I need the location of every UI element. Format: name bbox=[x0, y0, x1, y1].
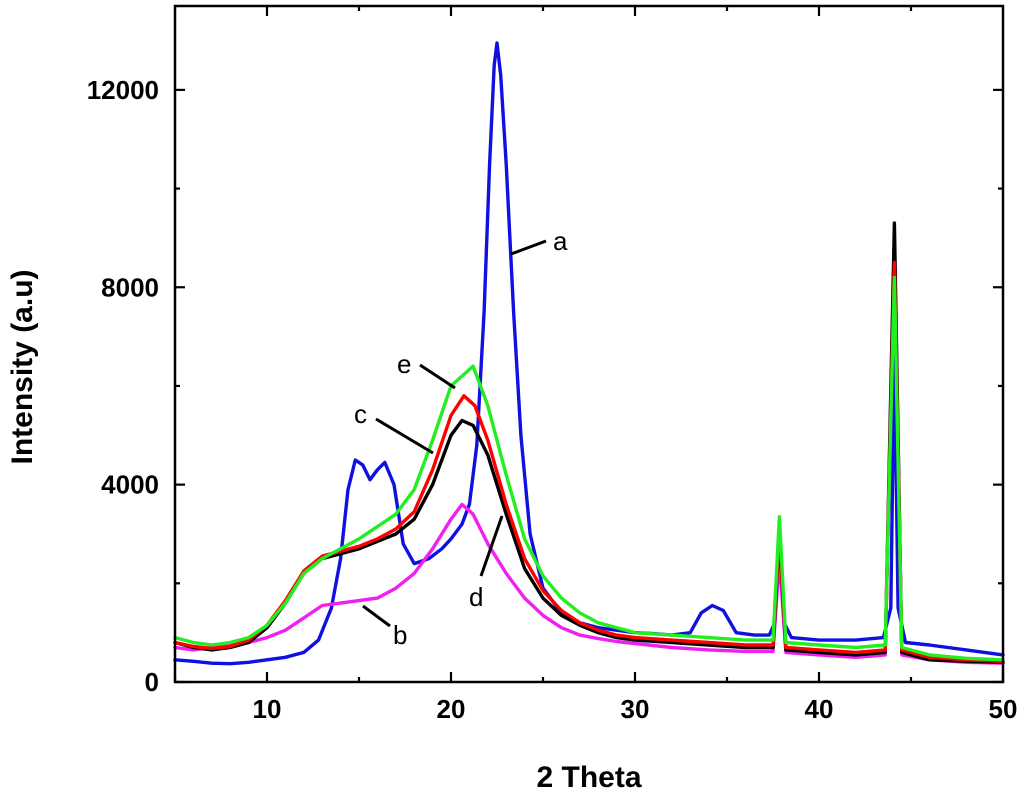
x-tick-label: 20 bbox=[437, 694, 466, 724]
tick-label-layer: 10 20 30 40 50 0 4000 8000 12000 bbox=[87, 75, 1018, 724]
x-tick-label: 10 bbox=[253, 694, 282, 724]
x-tick-label: 30 bbox=[621, 694, 650, 724]
y-tick-label: 0 bbox=[145, 667, 159, 697]
label-a-leader bbox=[510, 239, 547, 256]
y-tick-label: 12000 bbox=[87, 75, 159, 105]
y-axis-title: Intensity (a.u) bbox=[6, 269, 39, 464]
tick-layer bbox=[173, 6, 1005, 684]
label-d-leader bbox=[479, 515, 504, 577]
series-e-line bbox=[173, 275, 1005, 662]
x-tick-label: 50 bbox=[989, 694, 1018, 724]
plot-frame bbox=[173, 4, 1005, 684]
x-axis-title: 2 Theta bbox=[536, 761, 641, 794]
label-b-leader bbox=[362, 604, 391, 628]
series-a-label: a bbox=[553, 226, 568, 256]
series-b-label: b bbox=[393, 620, 407, 650]
y-tick-label: 8000 bbox=[101, 272, 159, 302]
series-a-line bbox=[173, 41, 1005, 666]
series-e-label: e bbox=[397, 349, 411, 379]
series-c-label: c bbox=[354, 399, 367, 429]
series-d-label: d bbox=[469, 582, 483, 612]
label-e-leader bbox=[419, 363, 456, 390]
x-tick-label: 40 bbox=[805, 694, 834, 724]
series-c-line bbox=[173, 221, 1005, 664]
y-tick-label: 4000 bbox=[101, 470, 159, 500]
series-d-line bbox=[173, 260, 1005, 663]
label-c-leader bbox=[375, 417, 434, 455]
series-b-line bbox=[173, 236, 1005, 665]
series-layer bbox=[173, 41, 1005, 666]
